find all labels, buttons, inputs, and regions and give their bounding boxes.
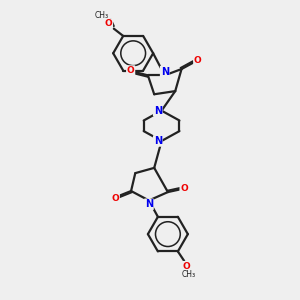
Text: N: N [154,106,162,116]
Text: O: O [105,19,112,28]
Text: O: O [127,66,134,75]
Text: O: O [194,56,202,65]
Text: N: N [161,67,169,76]
Text: O: O [180,184,188,193]
Text: N: N [154,136,162,146]
Text: N: N [145,199,153,209]
Text: O: O [183,262,190,271]
Text: CH₃: CH₃ [182,270,196,279]
Text: O: O [111,194,119,203]
Text: CH₃: CH₃ [95,11,109,20]
